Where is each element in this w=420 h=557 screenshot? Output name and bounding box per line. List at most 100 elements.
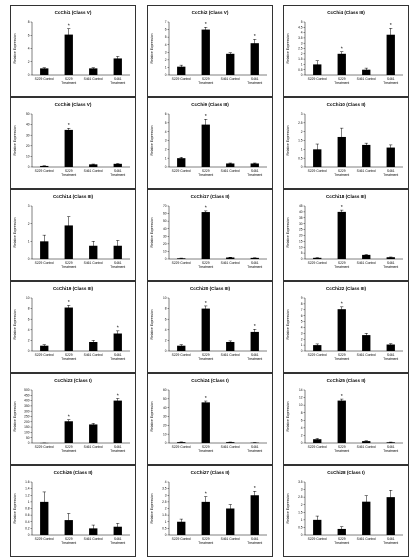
y-tick-label: 40 (163, 406, 167, 410)
y-axis-label: Relative Expression (286, 33, 290, 63)
y-tick-label: 250 (24, 415, 30, 419)
y-axis-label: Relative Expression (286, 493, 290, 523)
y-tick-label: 3 (301, 41, 303, 45)
y-tick-label: 4 (165, 480, 167, 484)
y-tick-label: 30 (26, 133, 30, 137)
x-tick-label: Treatment (110, 265, 125, 269)
y-tick-label: 2 (165, 507, 167, 511)
x-tick-label: S229 Control (172, 261, 192, 265)
x-tick-label: Treatment (383, 265, 398, 269)
y-tick-label: 2 (165, 58, 167, 62)
y-tick-label: 4 (301, 326, 303, 330)
significance-marker: * (254, 486, 256, 492)
chart-svg: CcChi23 (Class I)Relative Expression0501… (10, 373, 136, 465)
chart-svg: CcChi28 (Class I)Relative Expression00.5… (283, 465, 409, 557)
chart-title: CcChi28 (Class I) (327, 470, 365, 475)
bar (251, 495, 259, 535)
y-tick-label: 500 (24, 388, 30, 392)
chart-title: CcChi2 (Class V) (192, 10, 229, 15)
bar (338, 54, 346, 75)
y-tick-label: 0.5 (298, 156, 303, 160)
x-tick-label: Treatment (198, 81, 213, 85)
bar (114, 401, 122, 443)
significance-marker: * (254, 324, 256, 330)
y-axis-label: Relative Expression (13, 309, 17, 339)
x-tick-label: S461 Control (357, 537, 377, 541)
y-tick-label: 6 (28, 33, 30, 37)
y-tick-label: 20 (163, 242, 167, 246)
y-tick-label: 3.5 (162, 487, 167, 491)
y-axis-label: Relative Expression (13, 33, 17, 63)
chart-svg: CcChi4 (Class III)Relative Expression00.… (283, 5, 409, 97)
x-tick-label: S461 Control (84, 77, 104, 81)
x-tick-label: Treatment (198, 357, 213, 361)
significance-marker: * (341, 46, 343, 52)
x-tick-label: S461 Control (84, 537, 104, 541)
chart-svg: CcChi25 (Class II)Relative Expression024… (283, 373, 409, 465)
y-tick-label: 30 (163, 415, 167, 419)
y-tick-label: 10 (163, 432, 167, 436)
bar (338, 212, 346, 259)
y-tick-label: 3 (165, 139, 167, 143)
y-tick-label: 20 (163, 423, 167, 427)
x-tick-label: S229 Control (308, 77, 328, 81)
chart-title: CcChi4 (Class III) (327, 10, 365, 15)
y-tick-label: 1 (301, 343, 303, 347)
bar (226, 54, 234, 75)
y-axis-label: Relative Expression (150, 493, 154, 523)
x-tick-label: S461 Control (221, 445, 241, 449)
y-tick-label: 40 (163, 227, 167, 231)
chart-title: CcChi18 (Class III) (326, 194, 367, 199)
y-tick-label: 2 (301, 434, 303, 438)
y-tick-label: 50 (26, 112, 30, 116)
y-tick-label: 1.4 (25, 487, 30, 491)
y-tick-label: 50 (26, 436, 30, 440)
y-tick-label: 2.5 (298, 47, 303, 51)
chart-title: CcChi6 (Class V) (55, 102, 92, 107)
x-tick-label: Treatment (247, 357, 262, 361)
x-tick-label: Treatment (334, 357, 349, 361)
y-tick-label: 1 (28, 239, 30, 243)
x-tick-label: Treatment (110, 357, 125, 361)
chart-svg: CcChi10 (Class II)Relative Expression00.… (283, 97, 409, 189)
y-tick-label: 300 (24, 409, 30, 413)
bar (40, 68, 48, 75)
x-tick-label: Treatment (383, 541, 398, 545)
x-tick-label: S229 Control (35, 445, 55, 449)
chart-title: CcChi22 (Class III) (326, 286, 367, 291)
y-tick-label: 35 (299, 216, 303, 220)
y-tick-label: 1 (165, 66, 167, 70)
y-tick-label: 8 (28, 20, 30, 24)
chart-svg: CcChi18 (Class III)Relative Expression05… (283, 189, 409, 281)
x-tick-label: Treatment (383, 173, 398, 177)
chart-title: CcChi26 (Class II) (54, 470, 93, 475)
bar (251, 332, 259, 351)
x-tick-label: S229 Control (35, 261, 55, 265)
y-tick-label: 60 (163, 212, 167, 216)
bar (387, 345, 395, 351)
bar (202, 30, 210, 75)
x-tick-label: Treatment (334, 81, 349, 85)
chart-svg: CcChi6 (Class V)Relative Expression01020… (10, 97, 136, 189)
chart-svg: CcChi22 (Class III)Relative Expression01… (283, 281, 409, 373)
chart-title: CcChi14 (Class III) (53, 194, 94, 199)
y-tick-label: 1.2 (25, 493, 30, 497)
y-tick-label: 3 (301, 488, 303, 492)
x-tick-label: Treatment (334, 541, 349, 545)
x-tick-label: S461 Control (357, 169, 377, 173)
y-tick-label: 15 (299, 239, 303, 243)
y-tick-label: 8 (165, 307, 167, 311)
y-tick-label: 3 (28, 204, 30, 208)
bar (251, 258, 259, 259)
y-tick-label: 45 (299, 204, 303, 208)
y-tick-label: 8 (301, 302, 303, 306)
x-tick-label: Treatment (198, 173, 213, 177)
x-tick-label: Treatment (61, 173, 76, 177)
y-axis-label: Relative Expression (13, 401, 17, 431)
y-tick-label: 6 (165, 112, 167, 116)
